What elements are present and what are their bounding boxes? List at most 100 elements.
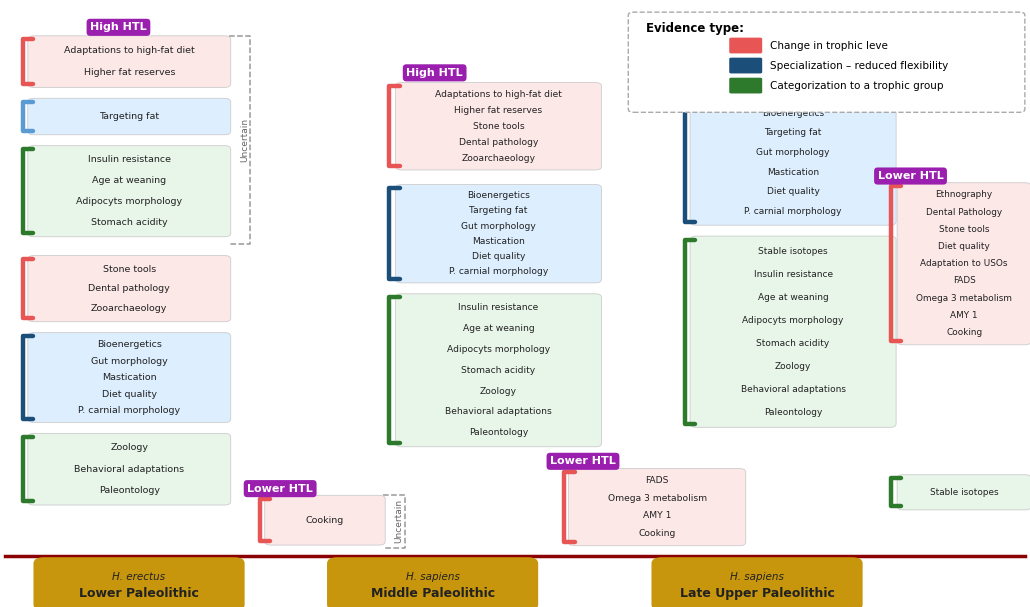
FancyBboxPatch shape xyxy=(690,236,896,427)
Text: Zoology: Zoology xyxy=(775,362,812,371)
Text: Adaptations to high-fat diet: Adaptations to high-fat diet xyxy=(64,46,195,55)
Text: Diet quality: Diet quality xyxy=(102,390,157,399)
Text: Higher fat reserves: Higher fat reserves xyxy=(454,106,543,115)
Text: Lower HTL: Lower HTL xyxy=(550,456,616,466)
Text: Bioenergetics: Bioenergetics xyxy=(762,109,824,118)
FancyBboxPatch shape xyxy=(690,36,896,89)
Text: Gut morphology: Gut morphology xyxy=(91,356,168,365)
FancyBboxPatch shape xyxy=(729,58,762,73)
Text: Higher fat reserves: Higher fat reserves xyxy=(83,68,175,77)
Text: Age at weaning: Age at weaning xyxy=(462,324,535,333)
FancyBboxPatch shape xyxy=(729,78,762,93)
Text: Targeting fat: Targeting fat xyxy=(764,128,822,137)
Text: High HTL: High HTL xyxy=(91,22,146,32)
FancyBboxPatch shape xyxy=(396,83,602,170)
FancyBboxPatch shape xyxy=(569,469,746,546)
FancyBboxPatch shape xyxy=(897,183,1030,345)
Text: Diet quality: Diet quality xyxy=(938,242,990,251)
Text: Mastication: Mastication xyxy=(767,168,819,177)
Text: Insulin resistance: Insulin resistance xyxy=(754,270,832,279)
FancyBboxPatch shape xyxy=(28,98,231,135)
Text: Targeting fat: Targeting fat xyxy=(470,206,527,215)
Text: Dental pathology: Dental pathology xyxy=(458,138,539,147)
Text: Adipocyts morphology: Adipocyts morphology xyxy=(743,316,844,325)
FancyBboxPatch shape xyxy=(396,185,602,283)
Text: Omega 3 metabolism: Omega 3 metabolism xyxy=(608,494,707,503)
Text: H. sapiens: H. sapiens xyxy=(406,572,459,582)
Text: Stone tools: Stone tools xyxy=(473,122,524,131)
Text: Lower HTL: Lower HTL xyxy=(878,171,943,181)
Text: Stone tools: Stone tools xyxy=(103,265,156,274)
Text: Ethnography: Ethnography xyxy=(935,191,993,200)
Text: Age at weaning: Age at weaning xyxy=(758,293,828,302)
FancyBboxPatch shape xyxy=(265,495,385,545)
Text: Paleontology: Paleontology xyxy=(99,486,160,495)
Text: Paleontology: Paleontology xyxy=(764,408,822,416)
Text: AMY 1: AMY 1 xyxy=(643,511,672,520)
Text: Mastication: Mastication xyxy=(472,237,525,246)
Text: Adaptation to USOs: Adaptation to USOs xyxy=(921,259,1007,268)
Text: Behavioral adaptations: Behavioral adaptations xyxy=(445,407,552,416)
Text: Late Upper Paleolithic: Late Upper Paleolithic xyxy=(680,587,834,600)
Text: H. erectus: H. erectus xyxy=(112,572,166,582)
Text: Lower HTL: Lower HTL xyxy=(247,484,313,493)
FancyBboxPatch shape xyxy=(28,333,231,422)
Text: Zooarchaeology: Zooarchaeology xyxy=(91,304,168,313)
Text: FADS: FADS xyxy=(646,476,668,486)
Text: Stomach acidity: Stomach acidity xyxy=(756,339,830,348)
Text: Diet quality: Diet quality xyxy=(766,188,820,197)
Text: Stable isotopes: Stable isotopes xyxy=(758,247,828,256)
Text: Zoology: Zoology xyxy=(480,387,517,396)
Text: Specialization – reduced flexibility: Specialization – reduced flexibility xyxy=(770,61,949,70)
Text: Cooking: Cooking xyxy=(639,529,676,538)
Text: Age at weaning: Age at weaning xyxy=(93,176,166,185)
Text: Higher fat reserves: Higher fat reserves xyxy=(750,69,836,78)
Text: Targeting fat: Targeting fat xyxy=(99,112,160,121)
Text: Adaptations to high-fat diet: Adaptations to high-fat diet xyxy=(435,90,562,99)
Text: Bioenergetics: Bioenergetics xyxy=(467,191,530,200)
Text: Stomach acidity: Stomach acidity xyxy=(91,218,168,227)
FancyBboxPatch shape xyxy=(396,294,602,447)
Text: P. carnial morphology: P. carnial morphology xyxy=(78,406,180,415)
FancyBboxPatch shape xyxy=(28,146,231,237)
Text: P. carnial morphology: P. carnial morphology xyxy=(449,267,548,276)
Text: Adipocyts morphology: Adipocyts morphology xyxy=(76,197,182,206)
Text: High HTL: High HTL xyxy=(703,22,759,32)
Text: Adaptations to high-fat diet: Adaptations to high-fat diet xyxy=(730,46,856,55)
FancyBboxPatch shape xyxy=(729,38,762,53)
Text: Insulin resistance: Insulin resistance xyxy=(458,304,539,313)
Text: Bioenergetics: Bioenergetics xyxy=(97,340,162,349)
Text: Adipocyts morphology: Adipocyts morphology xyxy=(447,345,550,354)
Text: Gut morphology: Gut morphology xyxy=(756,148,830,157)
Text: Cooking: Cooking xyxy=(306,516,344,524)
Text: Stone tools: Stone tools xyxy=(938,225,990,234)
Text: Uncertain: Uncertain xyxy=(394,499,404,543)
Text: Mastication: Mastication xyxy=(102,373,157,382)
Text: Behavioral adaptations: Behavioral adaptations xyxy=(741,385,846,394)
Text: Cooking: Cooking xyxy=(946,328,983,337)
Text: Uncertain: Uncertain xyxy=(240,118,249,162)
Text: Evidence type:: Evidence type: xyxy=(646,22,744,35)
Text: Zooarchaeology: Zooarchaeology xyxy=(461,154,536,163)
FancyBboxPatch shape xyxy=(690,100,896,225)
FancyBboxPatch shape xyxy=(28,256,231,322)
Text: High HTL: High HTL xyxy=(407,68,462,78)
Text: H. sapiens: H. sapiens xyxy=(730,572,784,582)
FancyBboxPatch shape xyxy=(897,475,1030,510)
Text: Categorization to a trophic group: Categorization to a trophic group xyxy=(770,81,943,90)
FancyBboxPatch shape xyxy=(651,557,862,607)
Text: Zoology: Zoology xyxy=(110,443,148,452)
Text: AMY 1: AMY 1 xyxy=(951,311,977,320)
Text: FADS: FADS xyxy=(953,276,975,285)
FancyBboxPatch shape xyxy=(628,12,1025,112)
Text: Lower Paleolithic: Lower Paleolithic xyxy=(79,587,199,600)
Text: Change in trophic leve: Change in trophic leve xyxy=(770,41,888,50)
Text: Omega 3 metabolism: Omega 3 metabolism xyxy=(916,294,1012,303)
FancyBboxPatch shape xyxy=(327,557,538,607)
Text: Dental pathology: Dental pathology xyxy=(89,284,170,293)
Text: Paleontology: Paleontology xyxy=(469,428,528,437)
Text: Stomach acidity: Stomach acidity xyxy=(461,366,536,375)
Text: Middle Paleolithic: Middle Paleolithic xyxy=(371,587,494,600)
FancyBboxPatch shape xyxy=(28,36,231,87)
Text: Diet quality: Diet quality xyxy=(472,252,525,261)
